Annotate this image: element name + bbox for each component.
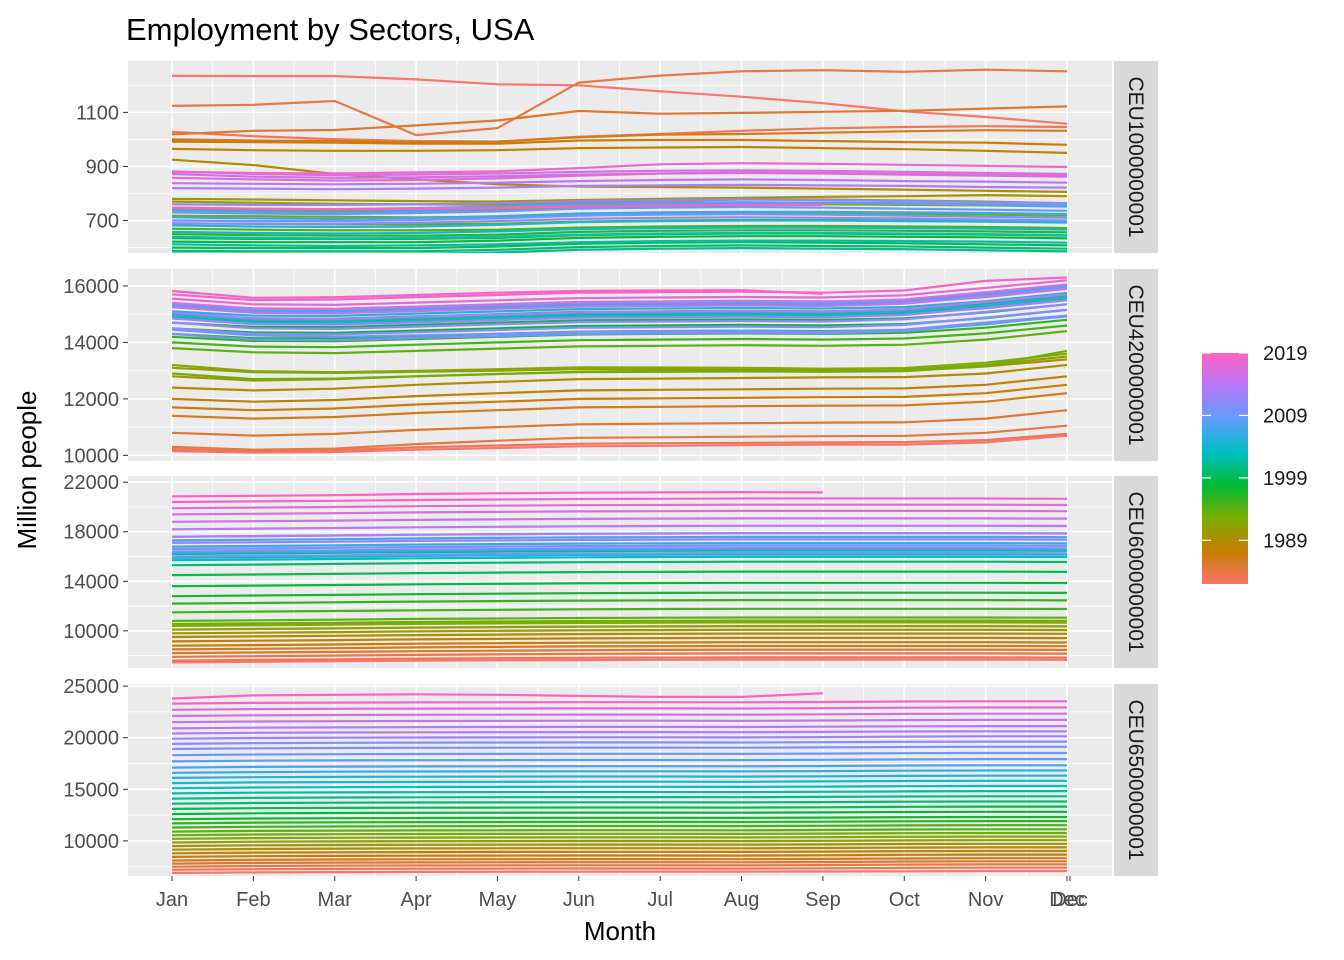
legend-label: 2009 bbox=[1263, 405, 1308, 427]
x-tick-label: Dec bbox=[1052, 889, 1088, 911]
x-tick-label: Feb bbox=[236, 889, 270, 911]
panel-ceu4200000001: 10000 12000 14000 16000 CEU4200000001 bbox=[63, 269, 1158, 467]
x-tick-label: Jul bbox=[647, 889, 673, 911]
panels: 700 900 1100 CEU1000000001 10000 12000 14000 16… bbox=[63, 61, 1158, 876]
y-tick-label: 1100 bbox=[76, 102, 119, 124]
y-tick-label: 14000 bbox=[63, 332, 119, 354]
x-tick-label: Apr bbox=[401, 889, 432, 911]
chart-title: Employment by Sectors, USA bbox=[126, 12, 535, 47]
x-tick-label: Aug bbox=[724, 889, 760, 911]
facet-strip-label: CEU1000000001 bbox=[1124, 76, 1147, 237]
y-tick-label: 10000 bbox=[63, 621, 119, 643]
y-tick-label: 12000 bbox=[63, 389, 119, 411]
facet-strip-label: CEU6500000001 bbox=[1124, 699, 1147, 860]
x-tick-label: Jun bbox=[563, 889, 595, 911]
y-tick-label: 15000 bbox=[63, 779, 119, 801]
x-axis: JanFebMarAprMayJunJulAugSepOctNovDecDec bbox=[156, 876, 1088, 911]
x-tick-label: Oct bbox=[889, 889, 921, 911]
x-tick-label: Sep bbox=[805, 889, 841, 911]
panel-ceu1000000001: 700 900 1100 CEU1000000001 bbox=[76, 61, 1158, 254]
legend-label: 1999 bbox=[1263, 468, 1308, 490]
legend-label: 1989 bbox=[1263, 530, 1308, 552]
y-tick-label: 10000 bbox=[63, 445, 119, 467]
y-tick-label: 16000 bbox=[63, 276, 119, 298]
x-axis-title: Month bbox=[584, 916, 656, 946]
x-tick-label: Jan bbox=[156, 889, 188, 911]
y-axis-title: Million people bbox=[12, 391, 42, 550]
legend: 2019 2009 1999 1989 bbox=[1202, 343, 1308, 584]
y-tick-label: 20000 bbox=[63, 728, 119, 750]
y-tick-label: 22000 bbox=[63, 472, 119, 494]
y-tick-label: 700 bbox=[86, 211, 119, 233]
legend-label: 2019 bbox=[1263, 343, 1308, 365]
x-tick-label: Mar bbox=[318, 889, 353, 911]
panel-ceu6000000001: 10000 14000 18000 22000 CEU6000000001 bbox=[63, 472, 1158, 668]
y-tick-label: 14000 bbox=[63, 571, 119, 593]
x-tick-label: Nov bbox=[968, 889, 1004, 911]
panel-ceu6500000001: 10000 15000 20000 25000 CEU6500000001 bbox=[63, 676, 1158, 876]
y-tick-label: 18000 bbox=[63, 522, 119, 544]
facet-strip-label: CEU6000000001 bbox=[1124, 491, 1147, 652]
facet-strip-label: CEU4200000001 bbox=[1124, 284, 1147, 445]
y-tick-label: 900 bbox=[86, 156, 119, 178]
y-tick-label: 10000 bbox=[63, 831, 119, 853]
x-tick-label: May bbox=[479, 889, 517, 911]
y-tick-label: 25000 bbox=[63, 676, 119, 698]
legend-colorbar bbox=[1202, 353, 1248, 584]
